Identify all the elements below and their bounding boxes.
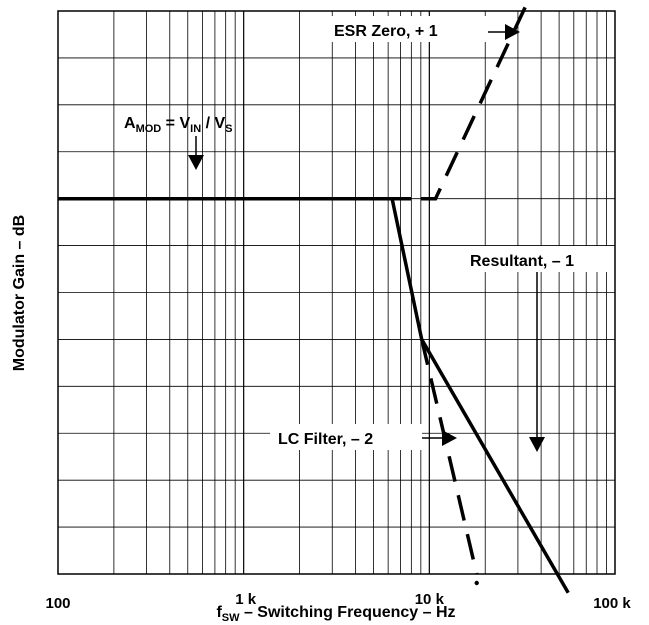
series-esr-zero-1	[420, 5, 528, 201]
esr-arrow	[488, 24, 520, 40]
series-group	[58, 5, 570, 594]
arrows-group	[188, 24, 545, 452]
lc-filter-label: LC Filter, – 2	[278, 431, 373, 448]
lc-end-dot	[474, 580, 479, 586]
plot-frame	[57, 10, 616, 575]
x-tick-label: 100	[45, 595, 70, 612]
y-axis-label: Modulator Gain – dB	[11, 215, 28, 371]
x-tick-label: 10 k	[415, 591, 445, 608]
x-axis-label: fSW – Switching Frequency – Hz	[216, 604, 455, 624]
resultant-arrow	[529, 272, 545, 452]
amod-arrow	[188, 136, 204, 170]
resultant-label: Resultant, – 1	[470, 253, 574, 270]
x-tick-label: 100 k	[593, 595, 631, 612]
x-tick-labels: 100 1 k 10 k 100 k	[45, 591, 631, 612]
esr-zero-label: ESR Zero, + 1	[334, 23, 438, 40]
lc-arrow	[422, 430, 457, 446]
esr-label-bg	[326, 16, 488, 42]
grid	[58, 11, 615, 574]
series-lc-filter-2	[419, 339, 479, 575]
resultant-label-bg	[462, 246, 610, 272]
lc-label-bg	[270, 424, 422, 450]
x-tick-label: 1 k	[235, 591, 257, 608]
amod-label: AMOD = VIN / VS	[124, 115, 233, 135]
